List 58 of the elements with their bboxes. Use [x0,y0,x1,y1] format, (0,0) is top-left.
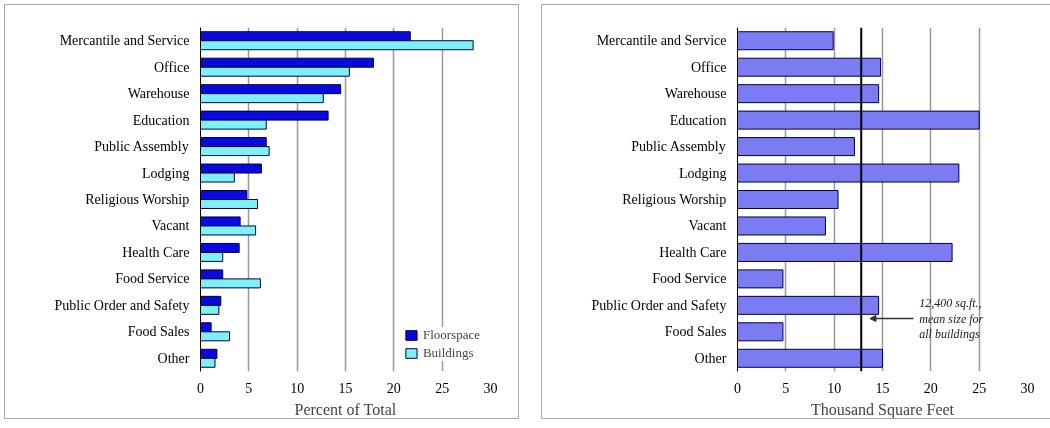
y-tick-label: Food Sales [127,324,190,340]
y-tick-label: Education [132,112,190,128]
bar [737,216,826,236]
x-tick-label: 0 [197,380,204,396]
x-tick-label: 10 [827,380,842,396]
y-tick-label: Warehouse [664,86,727,102]
x-tick-label: 25 [435,380,450,396]
x-tick-label: 30 [1020,380,1035,396]
y-tick-label: Vacant [151,218,190,234]
bar [737,163,960,183]
x-tick-label: 15 [875,380,890,396]
y-tick-label: Food Service [115,271,190,287]
bar [737,190,839,209]
bar [737,110,980,130]
y-tick-label: Mercantile and Service [59,33,190,49]
x-tick-label: 10 [290,380,305,396]
x-axis-title: Percent of Total [294,400,397,418]
bar [737,322,784,342]
x-tick-label: 5 [245,380,253,396]
bar [737,57,882,77]
y-tick-label: Public Assembly [94,139,189,155]
y-tick-label: Food Service [652,271,727,287]
bar [737,137,855,157]
y-tick-label: Religious Worship [622,192,727,207]
y-tick-label: Warehouse [127,86,190,102]
ref-line-label: 12,400 sq.ft., mean size for all buildings [919,296,984,341]
y-tick-label: Vacant [688,218,727,234]
y-tick-label: Health Care [659,244,727,260]
y-tick-label: Lodging [142,165,190,181]
bar [737,348,883,368]
bar [737,242,953,262]
y-tick-label: Office [154,59,190,75]
x-tick-label: 15 [338,380,353,396]
bar [737,31,834,51]
bar [737,295,880,315]
y-tick-label: Other [694,350,727,366]
x-tick-label: 0 [734,380,741,396]
y-tick-label: Public Order and Safety [54,297,190,313]
y-tick-label: Food Sales [664,324,727,340]
y-tick-label: Office [691,59,727,75]
y-tick-label: Mercantile and Service [596,33,727,49]
x-tick-label: 30 [483,380,498,396]
y-tick-label: Lodging [679,165,727,181]
y-tick-label: Education [669,112,727,128]
y-tick-label: Other [157,350,190,366]
legend-label: Floorspace [422,327,480,343]
x-tick-label: 20 [386,380,401,396]
y-tick-label: Public Assembly [631,139,726,155]
x-tick-label: 20 [923,380,938,396]
x-tick-label: 25 [972,380,987,396]
y-tick-label: Health Care [122,244,190,260]
x-axis-title: Thousand Square Feet [810,400,955,419]
legend-label: Buildings [422,345,474,361]
bar [737,269,784,289]
x-tick-label: 5 [782,380,790,396]
y-tick-label: Religious Worship [85,192,190,207]
bar [737,84,880,104]
y-tick-label: Public Order and Safety [591,297,727,313]
